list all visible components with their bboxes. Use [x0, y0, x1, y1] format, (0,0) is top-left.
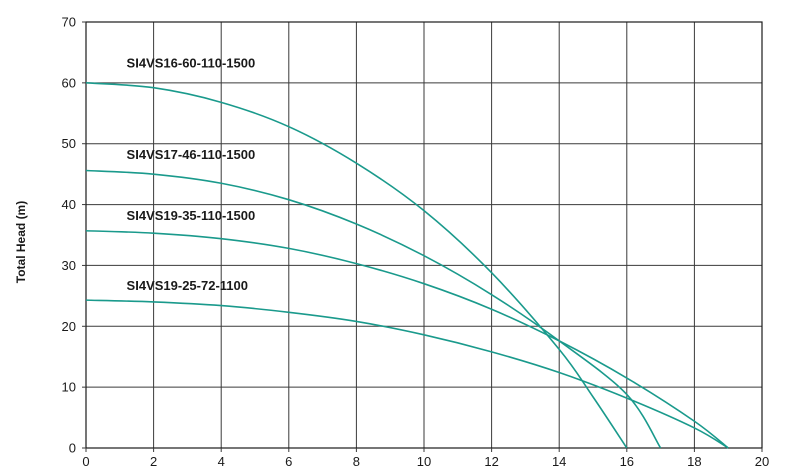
x-tick-label: 4 [218, 454, 225, 469]
y-tick-label: 10 [62, 380, 76, 395]
x-tick-label: 20 [755, 454, 769, 469]
series-label-4: SI4VS19-25-72-1100 [127, 278, 248, 293]
x-tick-label: 16 [620, 454, 634, 469]
series-curve-4 [85, 299, 729, 449]
x-tick-label: 10 [417, 454, 431, 469]
x-tick-label: 18 [687, 454, 701, 469]
y-tick-label: 0 [69, 441, 76, 456]
y-tick-label: 20 [62, 319, 76, 334]
y-tick-label: 30 [62, 258, 76, 273]
x-tick-label: 0 [82, 454, 89, 469]
y-tick-label: 40 [62, 197, 76, 212]
grid [85, 21, 763, 449]
series-curve-2 [85, 169, 662, 449]
x-tick-label: 6 [285, 454, 292, 469]
y-axis-title: Total Head (m) [14, 201, 28, 283]
x-tick-label: 8 [353, 454, 360, 469]
series-label-1: SI4VS16-60-110-1500 [127, 56, 256, 71]
series-label-3: SI4VS19-35-110-1500 [127, 208, 256, 223]
y-tick-label: 60 [62, 75, 76, 90]
series-labels: SI4VS16-60-110-1500 SI4VS17-46-110-1500 SI… [127, 56, 256, 293]
series-label-2: SI4VS17-46-110-1500 [127, 147, 256, 162]
series-curve-3 [85, 229, 729, 449]
pump-curves [85, 82, 729, 449]
series-curve-1 [85, 82, 628, 449]
y-tick-label: 70 [62, 15, 76, 30]
x-tick-label: 14 [552, 454, 566, 469]
axis-ticks: 0 2 4 6 8 10 12 14 16 18 20 0 10 20 30 40 50 60 70 [62, 15, 770, 470]
y-tick-label: 50 [62, 136, 76, 151]
x-tick-label: 2 [150, 454, 157, 469]
x-tick-label: 12 [484, 454, 498, 469]
